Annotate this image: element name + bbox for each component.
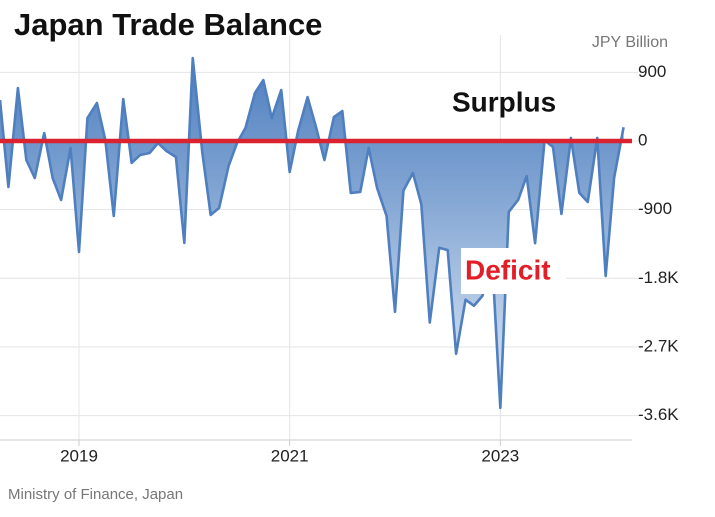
line [0, 56, 625, 410]
chart-title: Japan Trade Balance [14, 7, 322, 42]
x-tick-label: 2021 [271, 446, 309, 465]
x-tick-label: 2023 [481, 446, 519, 465]
surplus-annotation: Surplus [452, 86, 556, 117]
source: Ministry of Finance, Japan [8, 486, 183, 503]
y-tick-label: -900 [638, 199, 672, 218]
y-tick-label: 900 [638, 62, 666, 81]
y-tick-label: -2.7K [638, 336, 679, 355]
x-tick-label: 2019 [60, 446, 98, 465]
area [0, 58, 624, 408]
plot [0, 56, 632, 410]
labels: 900 0 -900 -1.8K -2.7K -3.6K 2019 2021 2023 [60, 62, 679, 466]
deficit-box [461, 248, 566, 294]
y-tick-label: -1.8K [638, 268, 679, 287]
y-tick-label: -3.6K [638, 405, 679, 424]
y-tick-label: 0 [638, 131, 647, 150]
unit-label: JPY Billion [592, 34, 668, 51]
deficit-annotation: Deficit [465, 254, 551, 285]
